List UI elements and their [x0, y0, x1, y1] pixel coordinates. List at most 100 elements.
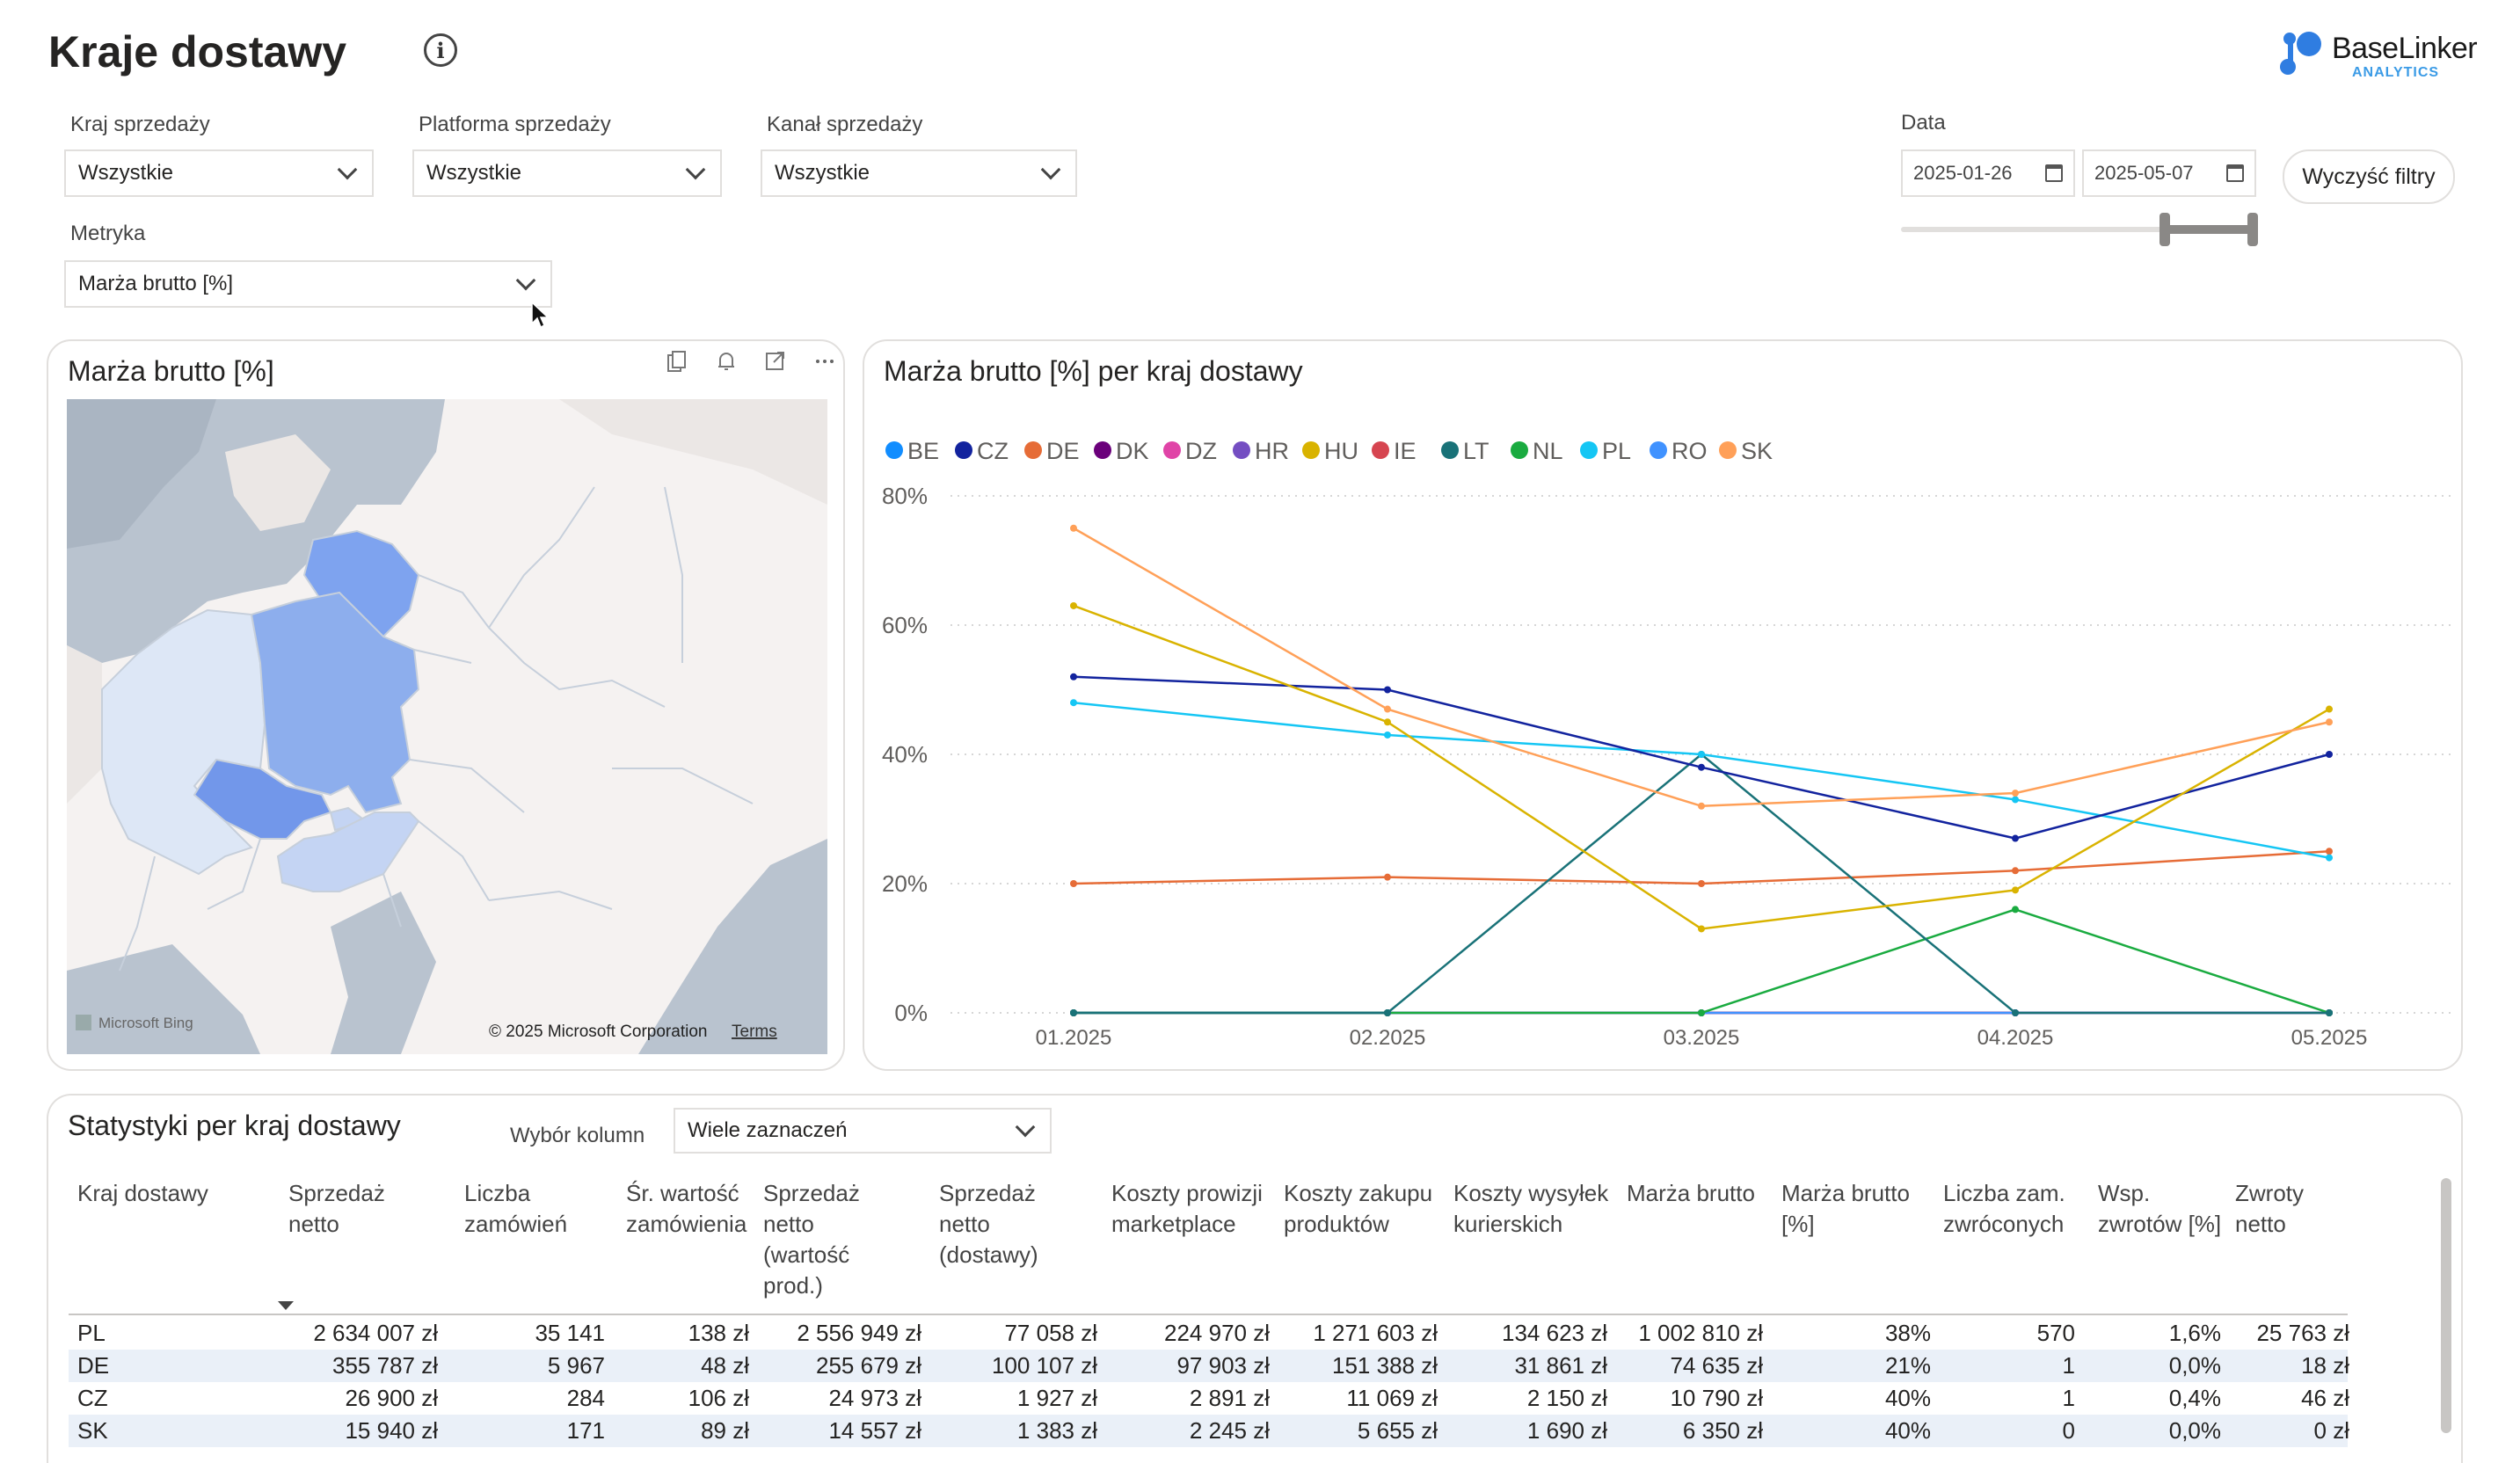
data-point-hu[interactable] — [2326, 705, 2333, 713]
data-point-hu[interactable] — [1698, 925, 1705, 933]
column-header[interactable]: Wsp. zwrotów [%] — [2098, 1178, 2221, 1240]
table-row[interactable]: PL 2 634 007 zł 35 141 138 zł 2 556 949 zł 77… — [69, 1317, 2349, 1350]
column-header[interactable]: Marża brutto [%] — [1781, 1178, 1910, 1240]
data-point-cz[interactable] — [2326, 751, 2333, 758]
date-to-input[interactable]: 2025-05-07 — [2082, 149, 2256, 197]
calendar-icon[interactable] — [2226, 164, 2244, 182]
map-terms-link[interactable]: Terms — [732, 1023, 777, 1041]
data-point-lt[interactable] — [2326, 1009, 2333, 1016]
data-point-pl[interactable] — [1384, 731, 1391, 739]
bell-icon[interactable] — [716, 350, 737, 373]
hungary-region[interactable] — [276, 812, 420, 892]
calendar-icon[interactable] — [2045, 164, 2063, 182]
data-point-cz[interactable] — [1698, 763, 1705, 771]
poland-region[interactable] — [250, 591, 420, 814]
data-point-sk[interactable] — [2012, 790, 2019, 797]
legend-label-ie[interactable]: IE — [1394, 438, 1417, 464]
column-header[interactable]: Marża brutto — [1627, 1178, 1755, 1209]
data-point-hu[interactable] — [2012, 886, 2019, 894]
date-slider-track[interactable] — [1901, 227, 2256, 232]
column-header[interactable]: Sprzedaż netto — [288, 1178, 385, 1240]
legend-marker-be[interactable] — [885, 441, 903, 459]
legend-marker-sk[interactable] — [1719, 441, 1737, 459]
data-point-lt[interactable] — [1070, 1009, 1077, 1016]
date-slider-handle-end[interactable] — [2247, 213, 2258, 246]
column-header[interactable]: Liczba zam. zwróconych — [1943, 1178, 2065, 1240]
legend-marker-ie[interactable] — [1372, 441, 1389, 459]
column-picker-dropdown[interactable]: Wiele zaznaczeń — [674, 1108, 1052, 1154]
data-point-sk[interactable] — [1384, 705, 1391, 713]
legend-marker-hr[interactable] — [1233, 441, 1250, 459]
column-header[interactable]: Śr. wartość zamówienia — [626, 1178, 747, 1240]
lithuania-region[interactable] — [302, 529, 420, 638]
legend-marker-dz[interactable] — [1163, 441, 1181, 459]
date-slider-handle-start[interactable] — [2159, 213, 2170, 246]
platform-dropdown[interactable]: Wszystkie — [412, 149, 722, 197]
data-point-sk[interactable] — [1698, 802, 1705, 810]
legend-label-ro[interactable]: RO — [1672, 438, 1708, 464]
legend-label-cz[interactable]: CZ — [977, 438, 1009, 464]
focus-mode-icon[interactable] — [765, 350, 786, 373]
data-point-nl[interactable] — [2012, 906, 2019, 913]
country-dropdown[interactable]: Wszystkie — [64, 149, 374, 197]
data-point-cz[interactable] — [2012, 834, 2019, 842]
legend-marker-lt[interactable] — [1441, 441, 1459, 459]
legend-label-dk[interactable]: DK — [1116, 438, 1149, 464]
data-point-cz[interactable] — [1070, 673, 1077, 681]
legend-marker-hu[interactable] — [1302, 441, 1320, 459]
series-line-pl[interactable] — [1073, 701, 2330, 859]
column-header[interactable]: Kraj dostawy — [77, 1178, 208, 1209]
data-point-pl[interactable] — [1070, 699, 1077, 707]
date-from-input[interactable]: 2025-01-26 — [1901, 149, 2075, 197]
legend-label-be[interactable]: BE — [907, 438, 939, 464]
series-line-de[interactable] — [1073, 850, 2330, 885]
more-options-icon[interactable] — [814, 350, 835, 373]
data-point-lt[interactable] — [2012, 1009, 2019, 1016]
table-row[interactable]: SK 15 940 zł 171 89 zł 14 557 zł 1 383 zł 2 24… — [69, 1415, 2349, 1447]
data-point-de[interactable] — [2326, 848, 2333, 855]
czechia-region[interactable] — [193, 758, 332, 840]
legend-label-pl[interactable]: PL — [1602, 438, 1631, 464]
legend-label-sk[interactable]: SK — [1741, 438, 1773, 464]
data-point-de[interactable] — [1384, 873, 1391, 881]
table-scrollbar[interactable] — [2441, 1178, 2451, 1433]
data-point-de[interactable] — [1070, 880, 1077, 887]
column-header[interactable]: Sprzedaż netto (wartość prod.) — [763, 1178, 860, 1301]
data-point-de[interactable] — [1698, 880, 1705, 887]
data-point-nl[interactable] — [1698, 1009, 1705, 1016]
legend-label-de[interactable]: DE — [1046, 438, 1080, 464]
data-point-de[interactable] — [2012, 867, 2019, 875]
column-header[interactable]: Koszty prowizji marketplace — [1111, 1178, 1263, 1240]
info-icon[interactable]: i — [424, 33, 457, 67]
data-point-hu[interactable] — [1384, 718, 1391, 726]
legend-marker-cz[interactable] — [955, 441, 972, 459]
data-point-sk[interactable] — [1070, 524, 1077, 532]
legend-marker-ro[interactable] — [1650, 441, 1667, 459]
data-point-cz[interactable] — [1384, 686, 1391, 694]
data-point-hu[interactable] — [1070, 601, 1077, 609]
data-point-pl[interactable] — [2012, 796, 2019, 804]
copy-icon[interactable] — [666, 350, 688, 373]
legend-marker-nl[interactable] — [1511, 441, 1528, 459]
legend-marker-de[interactable] — [1024, 441, 1042, 459]
column-header[interactable]: Sprzedaż netto (dostawy) — [939, 1178, 1038, 1270]
column-header[interactable]: Zwroty netto — [2235, 1178, 2304, 1240]
data-point-lt[interactable] — [1384, 1009, 1391, 1016]
channel-dropdown[interactable]: Wszystkie — [761, 149, 1077, 197]
line-chart[interactable]: BE CZ DE DK DZ HR HU IE LT NL PL RO SK 0% 20% 40% 60% 80%… — [863, 413, 2463, 1064]
table-row[interactable]: DE 355 787 zł 5 967 48 zł 255 679 zł 100 107 … — [69, 1350, 2349, 1382]
legend-marker-dk[interactable] — [1094, 441, 1111, 459]
table-row[interactable]: CZ 26 900 zł 284 106 zł 24 973 zł 1 927 zł 2 8… — [69, 1382, 2349, 1415]
column-header[interactable]: Liczba zamówień — [464, 1178, 567, 1240]
sort-descending-icon[interactable] — [278, 1301, 294, 1310]
legend-label-hr[interactable]: HR — [1255, 438, 1289, 464]
column-header[interactable]: Koszty zakupu produktów — [1284, 1178, 1432, 1240]
series-line-nl[interactable] — [1074, 908, 2330, 1015]
metric-dropdown[interactable]: Marża brutto [%] — [64, 260, 552, 308]
data-point-sk[interactable] — [2326, 718, 2333, 726]
data-point-pl[interactable] — [1698, 751, 1705, 758]
data-point-pl[interactable] — [2326, 854, 2333, 862]
clear-filters-button[interactable]: Wyczyść filtry — [2283, 149, 2455, 204]
legend-label-nl[interactable]: NL — [1533, 438, 1563, 464]
column-header[interactable]: Koszty wysyłek kurierskich — [1453, 1178, 1608, 1240]
